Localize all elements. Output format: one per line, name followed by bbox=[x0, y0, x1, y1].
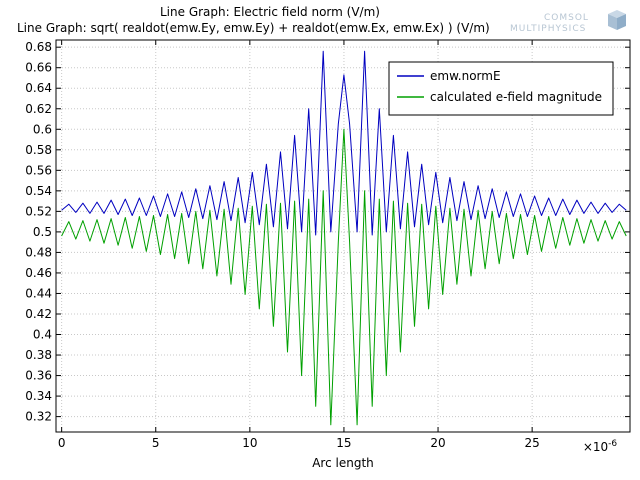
y-tick-label: 0.5 bbox=[33, 225, 52, 239]
chart-title-line-2: Line Graph: sqrt( realdot(emw.Ey, emw.Ey… bbox=[17, 21, 490, 35]
y-tick-label: 0.68 bbox=[25, 40, 52, 54]
y-tick-label: 0.48 bbox=[25, 245, 52, 259]
y-tick-label: 0.64 bbox=[25, 81, 52, 95]
y-tick-label: 0.62 bbox=[25, 102, 52, 116]
logo-text-multiphysics: MULTIPHYSICS bbox=[510, 24, 586, 34]
comsol-logo: COMSOL MULTIPHYSICS bbox=[510, 10, 626, 34]
series-line-calculated-efield bbox=[61, 128, 627, 426]
chart-title-line-1: Line Graph: Electric field norm (V/m) bbox=[160, 5, 380, 19]
y-tick-label: 0.66 bbox=[25, 61, 52, 75]
x-tick-label: 20 bbox=[430, 436, 445, 450]
x-axis-label: Arc length bbox=[312, 456, 374, 470]
y-tick-label: 0.32 bbox=[25, 410, 52, 424]
y-tick-label: 0.4 bbox=[33, 328, 52, 342]
y-tick-label: 0.54 bbox=[25, 184, 52, 198]
y-tick-label: 0.58 bbox=[25, 143, 52, 157]
y-tick-label: 0.34 bbox=[25, 389, 52, 403]
y-tick-label: 0.46 bbox=[25, 266, 52, 280]
y-tick-label: 0.52 bbox=[25, 204, 52, 218]
series-layer bbox=[61, 50, 627, 426]
x-axis-multiplier-base: ×10 bbox=[583, 440, 608, 454]
y-tick-label: 0.38 bbox=[25, 348, 52, 362]
x-tick-label: 0 bbox=[58, 436, 66, 450]
x-tick-label: 25 bbox=[524, 436, 539, 450]
legend-label-calculated-efield: calculated e-field magnitude bbox=[430, 90, 602, 104]
y-tick-label: 0.42 bbox=[25, 307, 52, 321]
x-tick-label: 15 bbox=[336, 436, 351, 450]
x-axis-multiplier-exponent: -6 bbox=[608, 439, 617, 449]
legend-box bbox=[388, 61, 614, 116]
x-tick-label: 5 bbox=[152, 436, 160, 450]
y-tick-label: 0.36 bbox=[25, 369, 52, 383]
y-tick-label: 0.56 bbox=[25, 163, 52, 177]
logo-cube-icon bbox=[608, 10, 626, 30]
series-line-emw-normE bbox=[61, 50, 627, 236]
y-tick-label: 0.6 bbox=[33, 122, 52, 136]
x-axis-multiplier: ×10-6 bbox=[583, 439, 618, 454]
y-tick-label: 0.44 bbox=[25, 286, 52, 300]
logo-text-comsol: COMSOL bbox=[544, 13, 589, 23]
legend-label-emw-normE: emw.normE bbox=[430, 69, 501, 83]
x-tick-label: 10 bbox=[242, 436, 257, 450]
axes: 0.32 0.34 0.36 0.38 0.4 0.42 0.44 0.46 0.48 0.5 0.… bbox=[25, 40, 630, 450]
legend: emw.normE calculated e-field magnitude bbox=[388, 61, 614, 116]
